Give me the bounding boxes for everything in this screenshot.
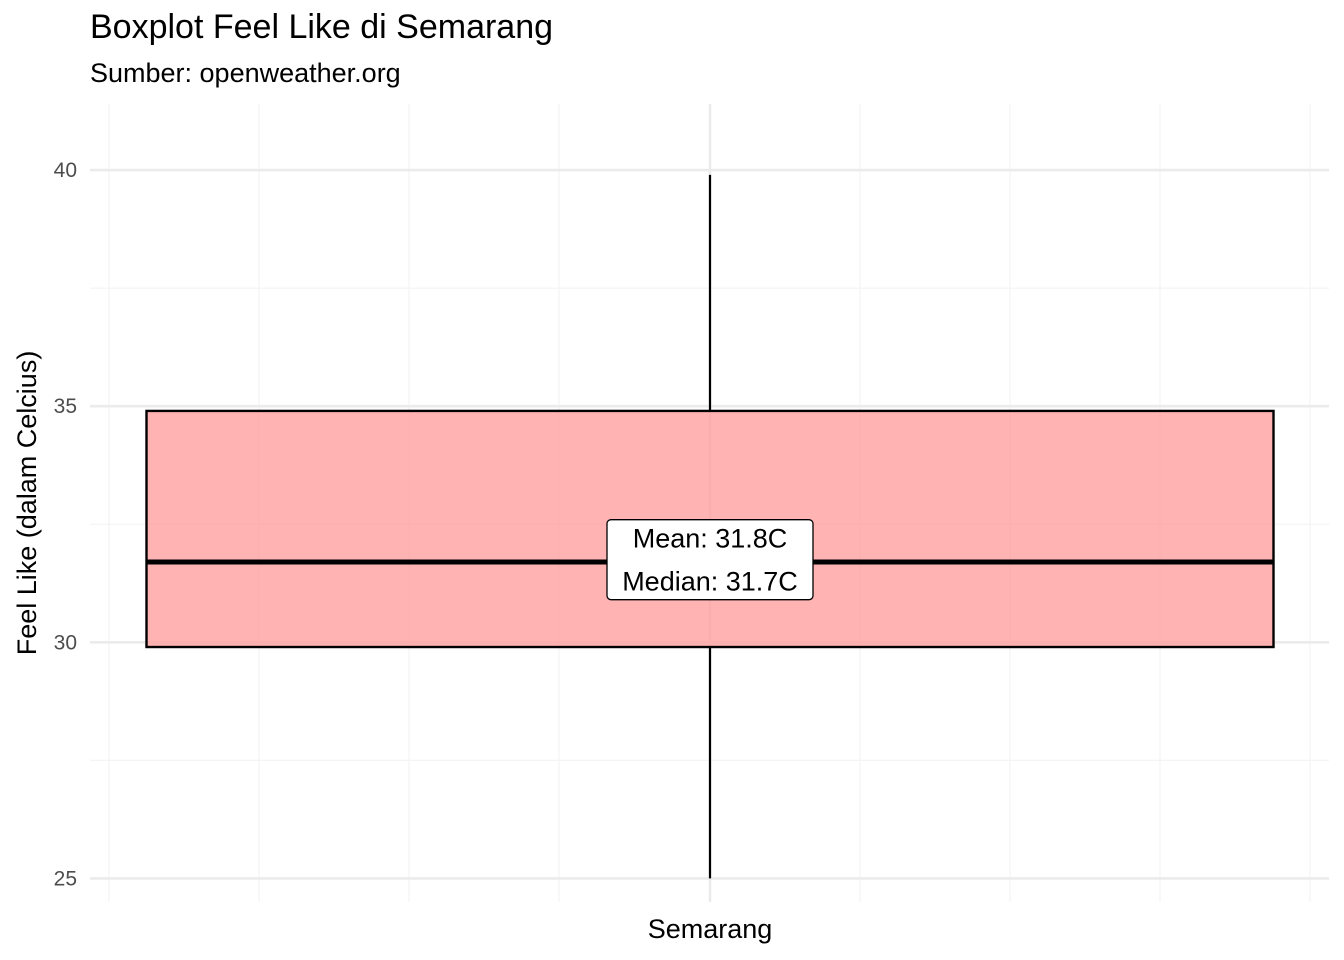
y-axis-ticks: 25 30 35 40 [54,159,77,890]
chart-subtitle: Sumber: openweather.org [90,58,401,88]
annotation-mean: Mean: 31.8C [633,524,788,554]
x-tick-label-semarang: Semarang [648,914,773,944]
chart-title: Boxplot Feel Like di Semarang [90,8,554,46]
y-tick-label: 40 [54,159,77,182]
y-axis-title: Feel Like (dalam Celcius) [12,351,42,656]
y-tick-label: 25 [54,867,77,890]
y-tick-label: 35 [54,395,77,418]
stats-annotation: Mean: 31.8C Median: 31.7C [606,519,814,601]
y-tick-label: 30 [54,631,77,654]
annotation-box [606,519,814,601]
annotation-median: Median: 31.7C [622,567,798,597]
